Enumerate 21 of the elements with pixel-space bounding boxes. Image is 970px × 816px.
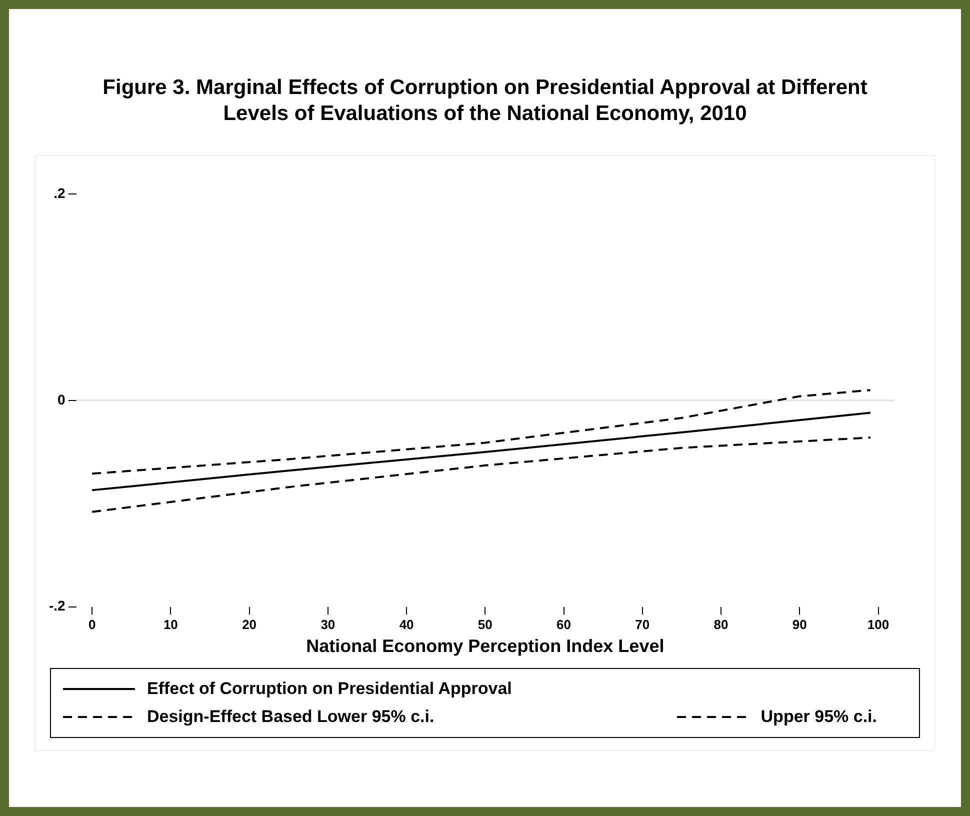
x-axis-title: National Economy Perception Index Level bbox=[306, 636, 664, 656]
x-tick-label: 10 bbox=[163, 617, 178, 632]
x-tick-label: 60 bbox=[556, 617, 572, 632]
y-tick-label: 0 bbox=[58, 391, 66, 408]
x-tick-label: 20 bbox=[242, 617, 257, 632]
x-tick-label: 0 bbox=[88, 617, 96, 632]
line-series bbox=[91, 436, 872, 513]
x-tick-label: 70 bbox=[635, 617, 650, 632]
legend-label: Effect of Corruption on Presidential Approval bbox=[147, 678, 512, 700]
legend-label: Upper 95% c.i. bbox=[760, 706, 877, 728]
x-tick-label: 50 bbox=[478, 617, 492, 632]
line-series bbox=[91, 389, 872, 475]
x-tick-label: 80 bbox=[714, 617, 728, 632]
legend-label: Design-Effect Based Lower 95% c.i. bbox=[147, 706, 434, 728]
y-tick-label: -.2 bbox=[48, 598, 66, 614]
x-tick-label: 90 bbox=[792, 617, 807, 632]
chart-title: Figure 3. Marginal Effects of Corruption on Presidential Approval at Different Levels of Evaluations of the National Economy, 2010 bbox=[102, 75, 868, 127]
x-tick-label: 30 bbox=[320, 617, 336, 632]
x-tick-label: 40 bbox=[399, 617, 414, 632]
y-tick-label: .2 bbox=[54, 184, 66, 201]
x-tick-label: 100 bbox=[867, 617, 890, 632]
